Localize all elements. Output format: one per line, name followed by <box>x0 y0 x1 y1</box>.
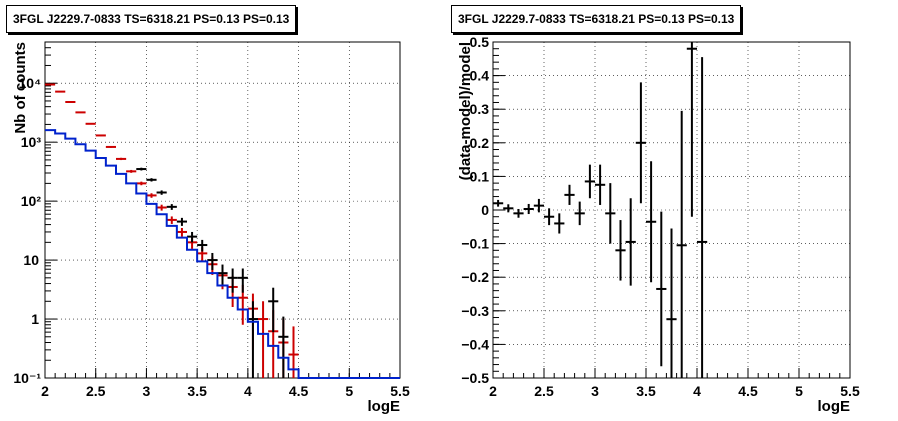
right-y-tick-label: −0.1 <box>461 236 489 252</box>
left-y-tick-label: 10⁻¹ <box>13 370 41 386</box>
left-y-tick-label: 10 <box>23 252 39 268</box>
left-x-tick-label: 4.5 <box>289 383 309 399</box>
right-y-tick-label: −0.4 <box>461 336 489 352</box>
right-y-tick-label: 0.5 <box>470 34 490 50</box>
left-y-tick-label: 10² <box>21 193 42 209</box>
right-y-tick-label: 0.4 <box>470 68 490 84</box>
left-plot-title: 3FGL J2229.7-0833 TS=6318.21 PS=0.13 PS=… <box>6 5 297 33</box>
right-plot-panel: 2 2.5 3 3.5 4 4.5 5 5.5 −0.5 −0.4 −0.3 −0.2 −0.1 0 0.1… <box>457 34 860 415</box>
right-y-tick-label: 0 <box>481 202 489 218</box>
right-x-tick-label: 5.5 <box>840 383 860 399</box>
left-x-axis-label: logE <box>368 398 401 415</box>
left-y-tick-label: 10⁴ <box>19 75 42 91</box>
right-y-tick-label: −0.5 <box>461 370 489 386</box>
left-model-step-line <box>45 129 400 379</box>
right-x-tick-label: 2.5 <box>534 383 554 399</box>
right-x-tick-label: 4.5 <box>738 383 758 399</box>
left-y-axis-label: Nb of counts <box>12 42 29 134</box>
right-x-axis-label: logE <box>818 398 851 415</box>
right-y-tick-label: 0.3 <box>470 101 490 117</box>
right-x-tick-label: 3.5 <box>636 383 656 399</box>
left-x-tick-label: 5.5 <box>390 383 410 399</box>
right-x-tick-label: 4 <box>693 383 701 399</box>
left-y-tick-label: 1 <box>31 311 39 327</box>
right-y-tick-label: 0.2 <box>470 135 490 151</box>
left-x-tick-label: 4 <box>244 383 252 399</box>
right-y-tick-label: −0.3 <box>461 303 489 319</box>
left-x-tick-label: 3 <box>143 383 151 399</box>
left-x-tick-label: 2.5 <box>86 383 106 399</box>
left-y-tick-label: 10³ <box>21 134 42 150</box>
right-x-tick-label: 2 <box>489 383 497 399</box>
right-y-tick-label: −0.2 <box>461 269 489 285</box>
left-plot-panel: 2 2.5 3 3.5 4 4.5 5 5.5 10⁻¹ 1 10 10² 10³ 10⁴ logE Nb o… <box>12 41 410 415</box>
left-x-tick-label: 3.5 <box>187 383 207 399</box>
right-y-tick-label: 0.1 <box>470 168 490 184</box>
left-x-tick-label: 5 <box>345 383 353 399</box>
left-plot-frame <box>44 41 401 379</box>
right-y-axis-label: (data-model)/model <box>457 42 474 180</box>
right-x-tick-label: 5 <box>795 383 803 399</box>
left-x-tick-label: 2 <box>41 383 49 399</box>
right-x-tick-label: 3 <box>591 383 599 399</box>
right-plot-title: 3FGL J2229.7-0833 TS=6318.21 PS=0.13 PS=… <box>451 5 742 33</box>
